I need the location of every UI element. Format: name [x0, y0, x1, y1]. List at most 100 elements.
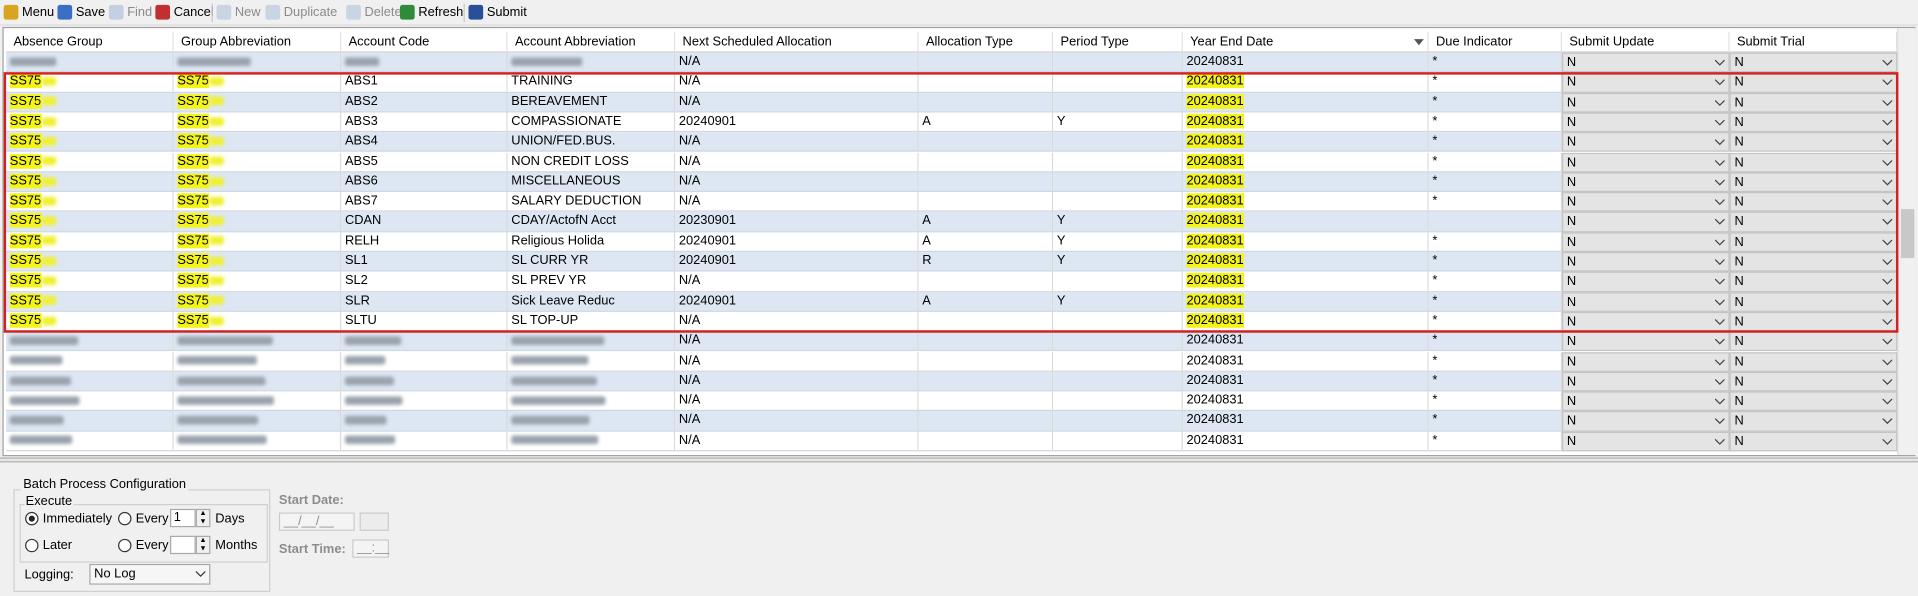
dropdown-cell[interactable]: N — [1729, 112, 1898, 133]
dropdown-cell[interactable]: N — [1562, 212, 1730, 233]
dropdown-arrow[interactable] — [1714, 378, 1725, 386]
column-header[interactable]: Next Scheduled Allocation — [675, 31, 919, 53]
dropdown-cell[interactable]: N — [1729, 391, 1898, 412]
scroll-thumb[interactable] — [1900, 209, 1915, 259]
dropdown-arrow[interactable] — [1882, 279, 1893, 286]
dropdown-arrow[interactable] — [1714, 159, 1725, 167]
column-header[interactable]: Account Abbreviation — [507, 31, 676, 53]
option-label[interactable]: Every — [135, 511, 169, 526]
column-header[interactable]: Due Indicator — [1428, 31, 1563, 53]
toolbar-button[interactable]: Submit — [468, 2, 527, 22]
dropdown-arrow[interactable] — [1714, 438, 1725, 446]
dropdown-arrow[interactable] — [1882, 339, 1893, 346]
dropdown-cell[interactable]: N — [1562, 371, 1730, 392]
dropdown-cell[interactable]: N — [1729, 232, 1898, 252]
radio[interactable] — [117, 538, 132, 553]
dropdown-arrow[interactable] — [1714, 339, 1725, 346]
dropdown-arrow[interactable] — [1882, 219, 1893, 226]
column-header[interactable]: Submit Trial — [1729, 31, 1898, 53]
dropdown-arrow[interactable] — [1714, 99, 1725, 107]
column-header[interactable]: Allocation Type — [918, 31, 1054, 53]
dropdown-cell[interactable]: N — [1729, 251, 1898, 272]
dropdown-cell[interactable]: N — [1729, 212, 1898, 233]
dropdown-cell[interactable]: N — [1562, 391, 1730, 412]
dropdown-cell[interactable]: N — [1729, 192, 1898, 213]
dropdown-arrow[interactable] — [1714, 139, 1725, 147]
option-label[interactable]: Later — [42, 538, 73, 553]
toolbar-button[interactable]: Menu — [3, 2, 54, 22]
dropdown-arrow[interactable] — [1882, 259, 1893, 266]
dropdown-arrow[interactable] — [1714, 259, 1725, 266]
column-header[interactable]: Absence Group — [6, 31, 174, 53]
dropdown-cell[interactable]: N — [1562, 331, 1730, 352]
scrollbar[interactable] — [1897, 28, 1916, 456]
dropdown-cell[interactable]: N — [1729, 371, 1898, 392]
dropdown-arrow[interactable] — [1882, 139, 1893, 147]
dropdown-arrow[interactable] — [1714, 398, 1725, 406]
dropdown-arrow[interactable] — [1714, 418, 1725, 426]
dropdown-arrow[interactable] — [1714, 119, 1725, 127]
dropdown-arrow[interactable] — [1714, 179, 1725, 187]
dropdown-cell[interactable]: N — [1729, 92, 1898, 113]
dropdown-arrow[interactable] — [1882, 159, 1893, 167]
dropdown-cell[interactable]: N — [1562, 251, 1730, 272]
dropdown-arrow[interactable] — [1714, 319, 1725, 326]
dropdown-cell[interactable]: N — [1562, 232, 1730, 252]
dropdown-arrow[interactable] — [1882, 199, 1893, 206]
dropdown-cell[interactable]: N — [1562, 132, 1730, 153]
dropdown-arrow[interactable] — [1882, 438, 1893, 446]
spinner[interactable]: ▲ ▼ — [195, 508, 211, 528]
dropdown-cell[interactable]: N — [1562, 411, 1730, 432]
radio[interactable] — [117, 511, 132, 526]
dropdown-arrow[interactable] — [1882, 418, 1893, 426]
column-header[interactable]: Submit Update — [1562, 31, 1730, 53]
number-input[interactable] — [170, 535, 196, 555]
dropdown-arrow[interactable] — [1882, 359, 1893, 366]
dropdown-arrow[interactable] — [1714, 59, 1725, 67]
dropdown-cell[interactable]: N — [1562, 112, 1730, 133]
option-label[interactable]: Immediately — [42, 511, 113, 526]
dropdown-arrow[interactable] — [1882, 319, 1893, 326]
dropdown-arrow[interactable] — [1882, 119, 1893, 127]
toolbar-button[interactable]: Cancel — [155, 2, 214, 22]
toolbar-button[interactable]: Refresh — [399, 2, 463, 22]
dropdown-arrow[interactable] — [1714, 239, 1725, 246]
dropdown-arrow[interactable] — [1882, 79, 1893, 87]
dropdown-arrow[interactable] — [1714, 299, 1725, 306]
dropdown-arrow[interactable] — [1714, 279, 1725, 286]
dropdown-arrow[interactable] — [1882, 239, 1893, 246]
dropdown-cell[interactable]: N — [1562, 52, 1730, 73]
logging-select[interactable]: No Log — [89, 563, 211, 585]
column-header[interactable]: Period Type — [1053, 31, 1183, 53]
dropdown-cell[interactable]: N — [1562, 351, 1730, 372]
dropdown-cell[interactable]: N — [1729, 431, 1898, 452]
radio[interactable] — [24, 538, 39, 553]
column-header[interactable]: Year End Date — [1182, 31, 1429, 53]
option-label[interactable]: Every — [135, 538, 169, 553]
dropdown-arrow[interactable] — [1714, 199, 1725, 206]
dropdown-cell[interactable]: N — [1729, 291, 1898, 312]
dropdown-arrow[interactable] — [1882, 378, 1893, 386]
number-input[interactable]: 1 — [170, 508, 196, 528]
dropdown-cell[interactable]: N — [1729, 52, 1898, 73]
dropdown-cell[interactable]: N — [1562, 291, 1730, 312]
dropdown-cell[interactable]: N — [1562, 192, 1730, 213]
dropdown-arrow[interactable] — [1882, 299, 1893, 306]
dropdown-cell[interactable]: N — [1729, 411, 1898, 432]
dropdown-arrow[interactable] — [195, 571, 206, 578]
dropdown-cell[interactable]: N — [1562, 271, 1730, 292]
dropdown-cell[interactable]: N — [1562, 431, 1730, 452]
dropdown-arrow[interactable] — [1882, 99, 1893, 107]
dropdown-cell[interactable]: N — [1562, 152, 1730, 173]
column-header[interactable]: Group Abbreviation — [173, 31, 342, 53]
dropdown-arrow[interactable] — [1882, 59, 1893, 67]
toolbar-button[interactable]: Save — [57, 2, 105, 22]
dropdown-cell[interactable]: N — [1562, 172, 1730, 193]
dropdown-cell[interactable]: N — [1729, 271, 1898, 292]
dropdown-cell[interactable]: N — [1562, 92, 1730, 113]
dropdown-cell[interactable]: N — [1729, 351, 1898, 372]
dropdown-arrow[interactable] — [1714, 219, 1725, 226]
dropdown-cell[interactable]: N — [1729, 331, 1898, 352]
dropdown-arrow[interactable] — [1714, 79, 1725, 87]
dropdown-arrow[interactable] — [1882, 179, 1893, 187]
